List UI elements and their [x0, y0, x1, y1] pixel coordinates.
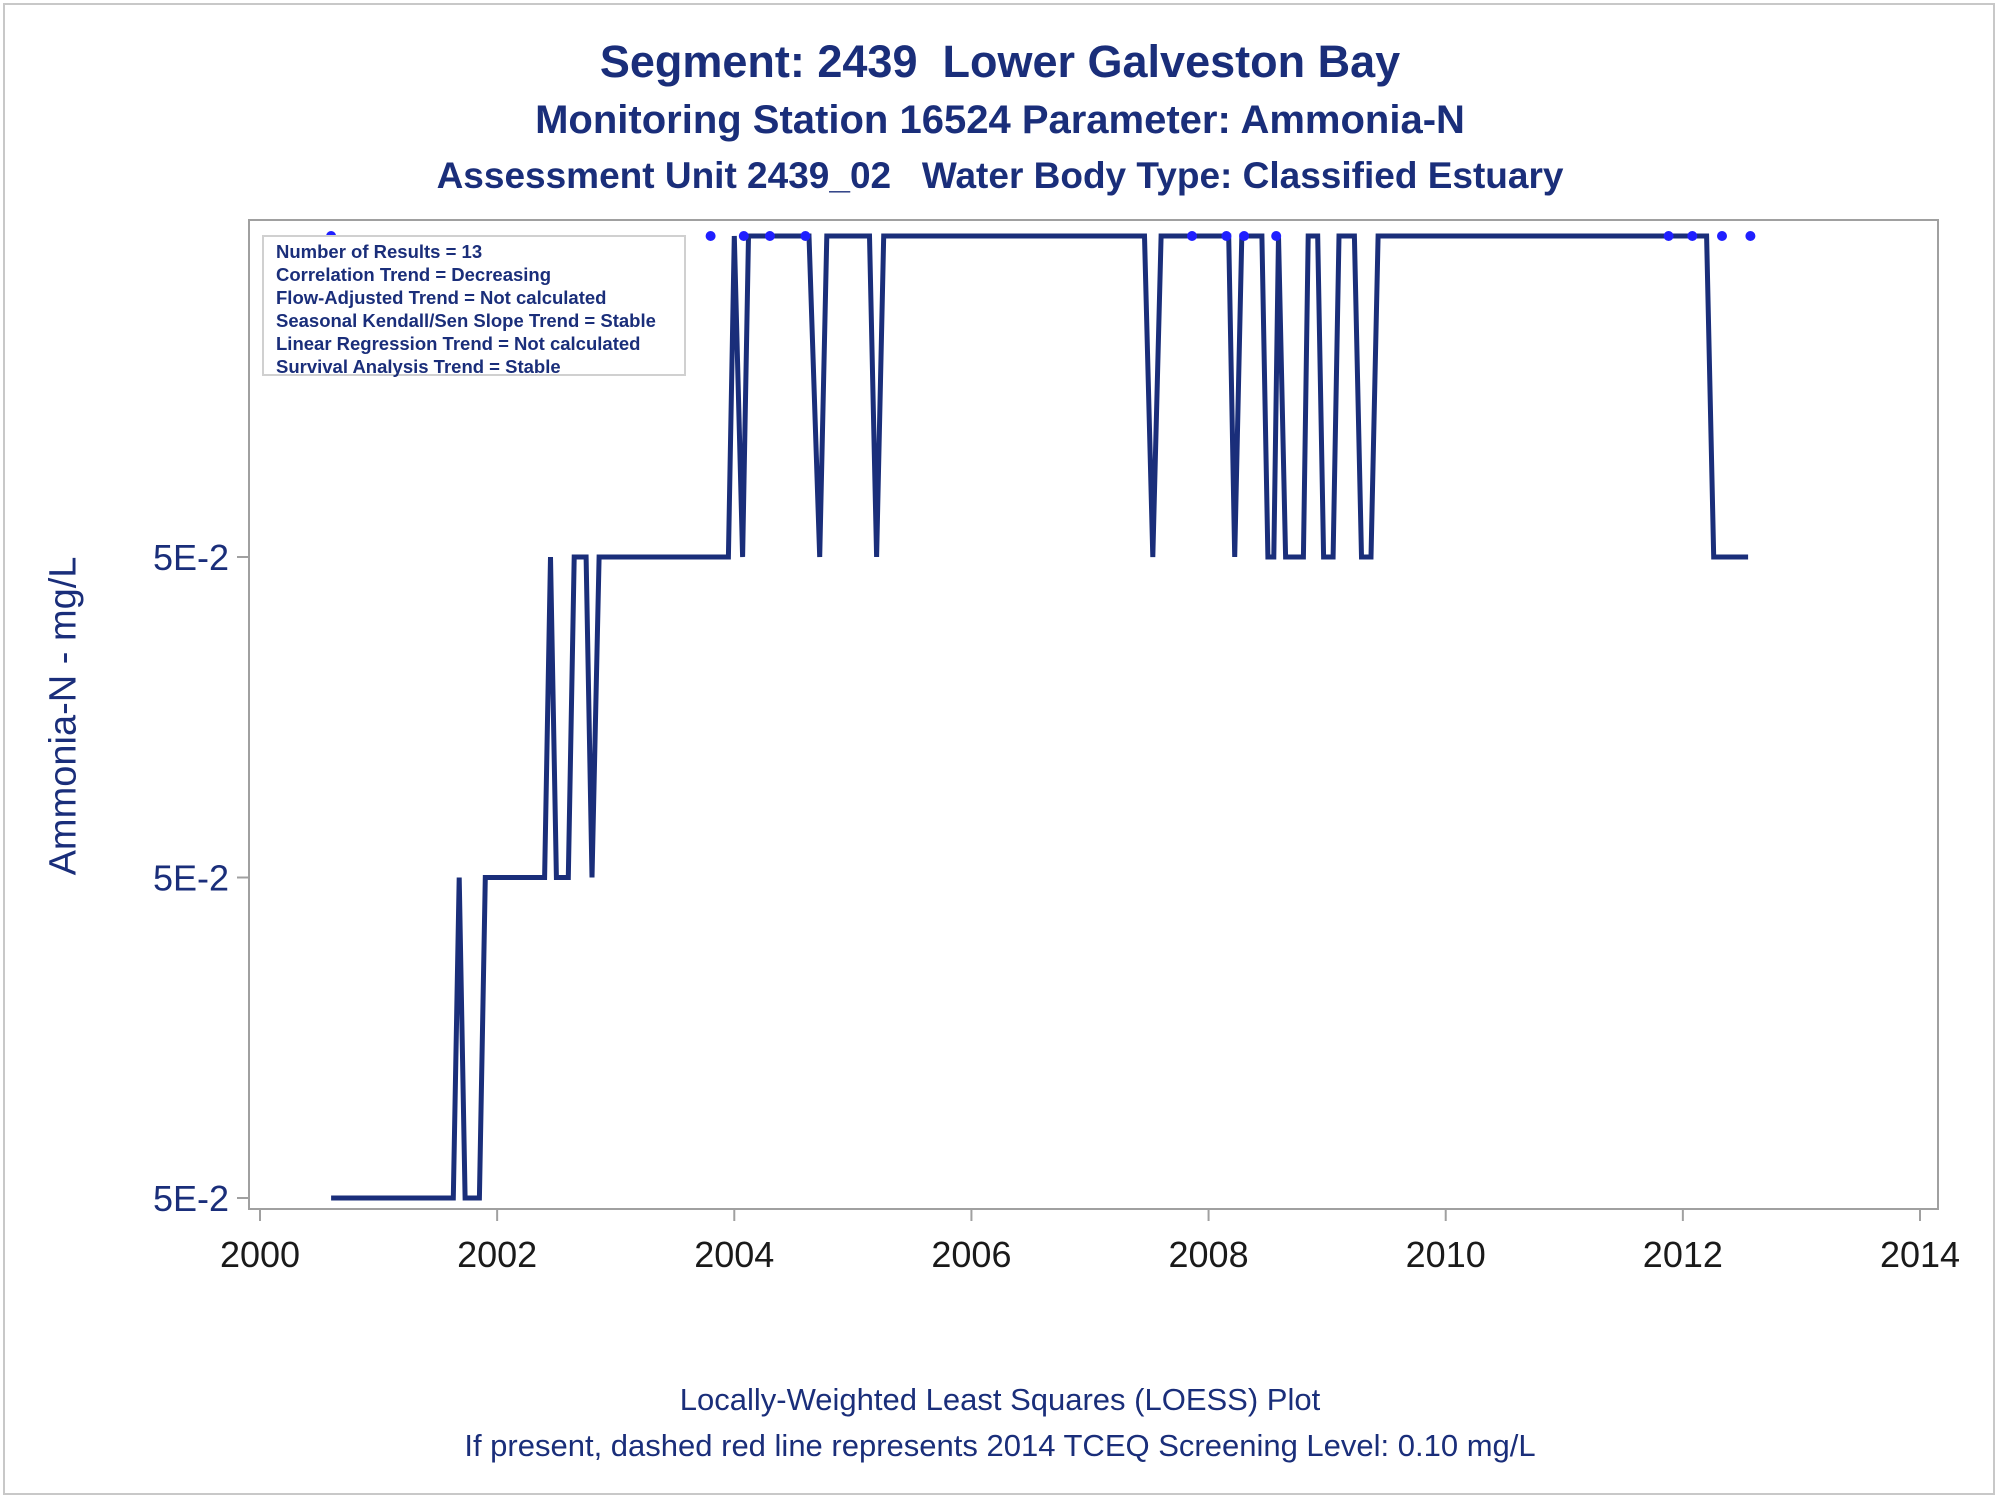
data-point — [764, 231, 775, 241]
data-point — [738, 231, 749, 241]
data-point — [1687, 231, 1698, 241]
footnote-loess: Locally-Weighted Least Squares (LOESS) P… — [679, 1382, 1321, 1417]
page-frame — [3, 3, 1995, 1495]
stat-survival-analysis-trend: Survival Analysis Trend = Stable — [276, 356, 561, 377]
loess-line — [331, 233, 1749, 1201]
y-tick-label: 5E-2 — [153, 1178, 229, 1219]
plot-area-frame — [248, 219, 1939, 1210]
x-tick-label: 2012 — [1643, 1234, 1723, 1275]
stat-seasonal-kendall-trend: Seasonal Kendall/Sen Slope Trend = Stabl… — [276, 310, 656, 331]
footnote-screening-level: If present, dashed red line represents 2… — [464, 1428, 1536, 1463]
x-tick-label: 2010 — [1406, 1234, 1486, 1275]
y-axis: 5E-2 5E-2 5E-2 — [153, 537, 249, 1219]
x-tick-label: 2000 — [220, 1234, 300, 1275]
stat-linear-regression-trend: Linear Regression Trend = Not calculated — [276, 333, 641, 354]
data-point — [1221, 231, 1232, 241]
data-point — [1271, 231, 1282, 241]
y-tick-label: 5E-2 — [153, 858, 229, 899]
data-point — [1187, 231, 1197, 241]
x-tick-label: 2006 — [931, 1234, 1011, 1275]
y-tick-label: 5E-2 — [153, 537, 229, 578]
x-tick-label: 2014 — [1880, 1234, 1960, 1275]
x-tick-label: 2004 — [694, 1234, 774, 1275]
data-point — [1239, 231, 1250, 241]
data-point — [1717, 231, 1727, 241]
x-axis: 2000 2002 2004 2006 2008 2010 2012 2014 — [220, 1209, 1960, 1275]
stat-number-of-results: Number of Results = 13 — [276, 241, 483, 262]
data-point — [705, 231, 716, 241]
trend-stats-box: Number of Results = 13 Correlation Trend… — [262, 235, 686, 377]
x-tick-label: 2008 — [1169, 1234, 1249, 1275]
data-point — [800, 231, 811, 241]
x-tick-label: 2002 — [457, 1234, 537, 1275]
y-axis-label: Ammonia-N - mg/L — [42, 556, 85, 876]
stat-flow-adjusted-trend: Flow-Adjusted Trend = Not calculated — [276, 287, 607, 308]
chart-subtitle: Monitoring Station 16524 Parameter: Ammo… — [535, 98, 1465, 142]
chart-subtitle-2: Assessment Unit 2439_02 Water Body Type:… — [436, 155, 1564, 196]
data-point — [1745, 231, 1756, 241]
stat-correlation-trend: Correlation Trend = Decreasing — [276, 264, 552, 285]
data-point — [1663, 231, 1674, 241]
chart-title: Segment: 2439 Lower Galveston Bay — [599, 36, 1401, 87]
